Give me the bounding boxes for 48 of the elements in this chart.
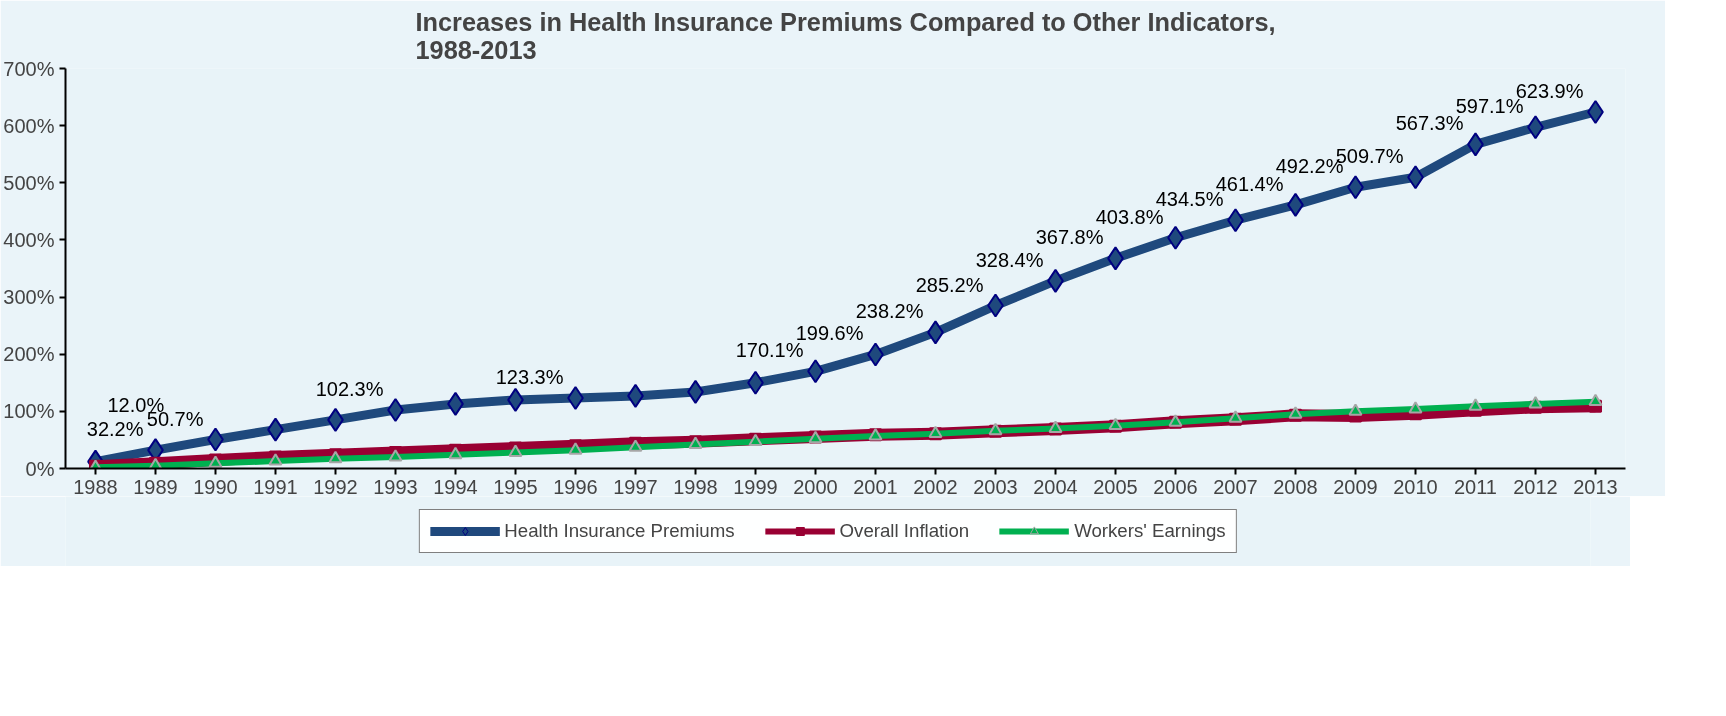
data-label: 567.3% (1395, 112, 1464, 135)
x-tick-label: 2006 (1153, 475, 1198, 498)
x-tick-label: 2012 (1513, 475, 1558, 498)
x-tick-label: 2009 (1333, 475, 1378, 498)
x-tick-label: 1997 (613, 475, 658, 498)
x-tick-label: 1995 (493, 475, 538, 498)
y-tick-label: 600% (3, 114, 55, 137)
y-tick-label: 300% (3, 286, 55, 309)
data-label: 367.8% (1035, 226, 1104, 249)
x-tick-label: 2005 (1093, 475, 1138, 498)
y-tick-label: 700% (3, 57, 55, 80)
legend-label: Overall Inflation (839, 520, 970, 542)
x-tick-label: 2007 (1213, 475, 1258, 498)
x-tick-label: 2011 (1454, 475, 1498, 498)
x-tick-label: 1991 (253, 475, 298, 498)
y-tick-label: 400% (3, 228, 55, 251)
x-tick-label: 1996 (553, 475, 598, 498)
legend-label: Health Insurance Premiums (504, 520, 735, 542)
data-label: 403.8% (1095, 205, 1164, 228)
data-label: 102.3% (315, 378, 384, 401)
x-tick-label: 2004 (1033, 475, 1078, 498)
x-tick-label: 1989 (133, 475, 178, 498)
data-label: 123.3% (495, 366, 564, 389)
x-tick-label: 1999 (733, 475, 778, 498)
y-tick-label: 500% (3, 171, 55, 194)
x-tick-label: 2000 (793, 475, 838, 498)
data-label: 32.2% (86, 418, 144, 441)
x-tick-label: 1990 (193, 475, 238, 498)
x-tick-label: 1993 (373, 475, 418, 498)
x-tick-label: 1994 (433, 475, 478, 498)
x-tick-label: 1988 (73, 475, 118, 498)
y-tick-label: 0% (25, 457, 55, 480)
x-tick-label: 2013 (1573, 475, 1618, 498)
x-tick-label: 2008 (1273, 475, 1318, 498)
y-tick-label: 200% (3, 343, 55, 366)
data-label: 285.2% (915, 273, 984, 296)
x-tick-label: 1998 (673, 475, 718, 498)
x-tick-label: 2010 (1393, 475, 1438, 498)
legend-label: Workers' Earnings (1074, 520, 1226, 542)
x-tick-label: 1992 (313, 475, 358, 498)
x-tick-label: 2001 (853, 475, 898, 498)
x-tick-label: 2002 (913, 475, 958, 498)
y-tick-label: 100% (3, 400, 55, 423)
data-label: 328.4% (975, 248, 1044, 271)
chart-title: Increases in Health Insurance Premiums Compared to Other Indicators, 1988-2013 (415, 7, 1276, 64)
data-label: 238.2% (855, 300, 924, 323)
x-tick-label: 2003 (973, 475, 1018, 498)
data-label: 170.1% (735, 339, 804, 362)
